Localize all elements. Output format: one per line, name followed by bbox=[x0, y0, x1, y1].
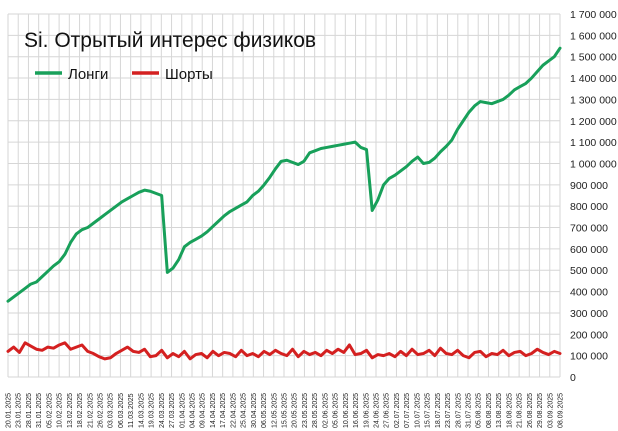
x-tick-label: 26.08.2025 bbox=[527, 393, 534, 428]
chart-grid bbox=[7, 13, 561, 378]
y-tick-label: 1 100 000 bbox=[570, 137, 617, 149]
x-tick-label: 01.04.2025 bbox=[179, 393, 186, 428]
x-tick-label: 15.05.2025 bbox=[282, 393, 289, 428]
series-line-shorts bbox=[6, 341, 562, 361]
x-tick-label: 31.07.2025 bbox=[466, 393, 473, 428]
x-tick-label: 09.04.2025 bbox=[200, 393, 207, 428]
x-tick-label: 28.07.2025 bbox=[455, 393, 462, 428]
x-tick-label: 13.02.2025 bbox=[67, 393, 74, 428]
y-tick-label: 1 200 000 bbox=[570, 116, 617, 128]
chart-title: Si. Отрытый интерес физиков bbox=[24, 29, 316, 52]
y-tick-label: 300 000 bbox=[570, 308, 608, 320]
y-tick-label: 1 400 000 bbox=[570, 73, 617, 85]
y-tick-label: 100 000 bbox=[570, 351, 608, 363]
y-tick-label: 800 000 bbox=[570, 201, 608, 213]
x-tick-label: 26.02.2025 bbox=[98, 393, 105, 428]
x-tick-label: 16.06.2025 bbox=[353, 393, 360, 428]
x-tick-label: 05.08.2025 bbox=[476, 393, 483, 428]
y-tick-label: 900 000 bbox=[570, 180, 608, 192]
x-tick-label: 27.03.2025 bbox=[169, 393, 176, 428]
x-tick-label: 10.06.2025 bbox=[343, 393, 350, 428]
x-tick-label: 18.08.2025 bbox=[506, 393, 513, 428]
y-tick-label: 600 000 bbox=[570, 244, 608, 256]
x-tick-label: 24.06.2025 bbox=[374, 393, 381, 428]
x-tick-label: 24.03.2025 bbox=[159, 393, 166, 428]
x-tick-label: 08.08.2025 bbox=[486, 393, 493, 428]
x-axis-ticks: 20.01.2025 23.01.2025 28.01.2025 31.01.2025… bbox=[6, 393, 565, 428]
x-tick-label: 19.03.2025 bbox=[149, 393, 156, 428]
x-tick-label: 02.06.2025 bbox=[322, 393, 329, 428]
x-tick-label: 27.06.2025 bbox=[384, 393, 391, 428]
x-tick-label: 06.05.2025 bbox=[261, 393, 268, 428]
x-tick-label: 28.05.2025 bbox=[312, 393, 319, 428]
x-tick-label: 21.02.2025 bbox=[87, 393, 94, 428]
y-tick-label: 1 600 000 bbox=[570, 30, 617, 42]
x-tick-label: 13.08.2025 bbox=[496, 393, 503, 428]
y-axis-ticks: 0 100 000 200 000 300 000 400 000 500 000 600 … bbox=[570, 9, 617, 384]
chart-series bbox=[6, 46, 562, 361]
x-tick-label: 19.06.2025 bbox=[363, 393, 370, 428]
y-tick-label: 500 000 bbox=[570, 265, 608, 277]
legend-label-longs: Лонги bbox=[68, 66, 108, 83]
y-tick-label: 700 000 bbox=[570, 223, 608, 235]
x-tick-label: 20.05.2025 bbox=[292, 393, 299, 428]
x-tick-label: 05.06.2025 bbox=[333, 393, 340, 428]
x-tick-label: 21.08.2025 bbox=[517, 393, 524, 428]
x-tick-label: 18.02.2025 bbox=[77, 393, 84, 428]
x-tick-label: 06.03.2025 bbox=[118, 393, 125, 428]
x-tick-label: 15.07.2025 bbox=[425, 393, 432, 428]
x-tick-label: 14.03.2025 bbox=[138, 393, 145, 428]
x-tick-label: 08.09.2025 bbox=[558, 393, 565, 428]
x-tick-label: 31.01.2025 bbox=[36, 393, 43, 428]
x-tick-label: 03.03.2025 bbox=[108, 393, 115, 428]
x-tick-label: 23.07.2025 bbox=[445, 393, 452, 428]
chart-legend: Лонги Шорты bbox=[35, 66, 213, 83]
x-tick-label: 17.04.2025 bbox=[220, 393, 227, 428]
x-tick-label: 18.07.2025 bbox=[435, 393, 442, 428]
x-tick-label: 22.04.2025 bbox=[230, 393, 237, 428]
y-tick-label: 1 700 000 bbox=[570, 9, 617, 21]
x-tick-label: 20.01.2025 bbox=[6, 393, 13, 428]
legend-label-shorts: Шорты bbox=[165, 66, 213, 83]
x-tick-label: 07.07.2025 bbox=[404, 393, 411, 428]
x-tick-label: 23.05.2025 bbox=[302, 393, 309, 428]
x-tick-label: 28.01.2025 bbox=[26, 393, 33, 428]
x-tick-label: 25.04.2025 bbox=[241, 393, 248, 428]
x-tick-label: 23.01.2025 bbox=[16, 393, 23, 428]
x-tick-label: 04.04.2025 bbox=[190, 393, 197, 428]
x-tick-label: 10.02.2025 bbox=[57, 393, 64, 428]
x-tick-label: 11.03.2025 bbox=[128, 393, 135, 428]
x-tick-label: 29.08.2025 bbox=[537, 393, 544, 428]
y-tick-label: 400 000 bbox=[570, 287, 608, 299]
x-tick-label: 10.07.2025 bbox=[414, 393, 421, 428]
x-tick-label: 12.05.2025 bbox=[271, 393, 278, 428]
x-tick-label: 05.02.2025 bbox=[46, 393, 53, 428]
x-tick-label: 03.09.2025 bbox=[547, 393, 554, 428]
x-tick-label: 14.04.2025 bbox=[210, 393, 217, 428]
y-tick-label: 200 000 bbox=[570, 329, 608, 341]
y-tick-label: 1 300 000 bbox=[570, 94, 617, 106]
y-tick-label: 1 000 000 bbox=[570, 158, 617, 170]
y-tick-label: 0 bbox=[570, 372, 576, 384]
series-line-longs bbox=[6, 46, 562, 303]
x-tick-label: 30.04.2025 bbox=[251, 393, 258, 428]
x-tick-label: 02.07.2025 bbox=[394, 393, 401, 428]
y-tick-label: 1 500 000 bbox=[570, 52, 617, 64]
